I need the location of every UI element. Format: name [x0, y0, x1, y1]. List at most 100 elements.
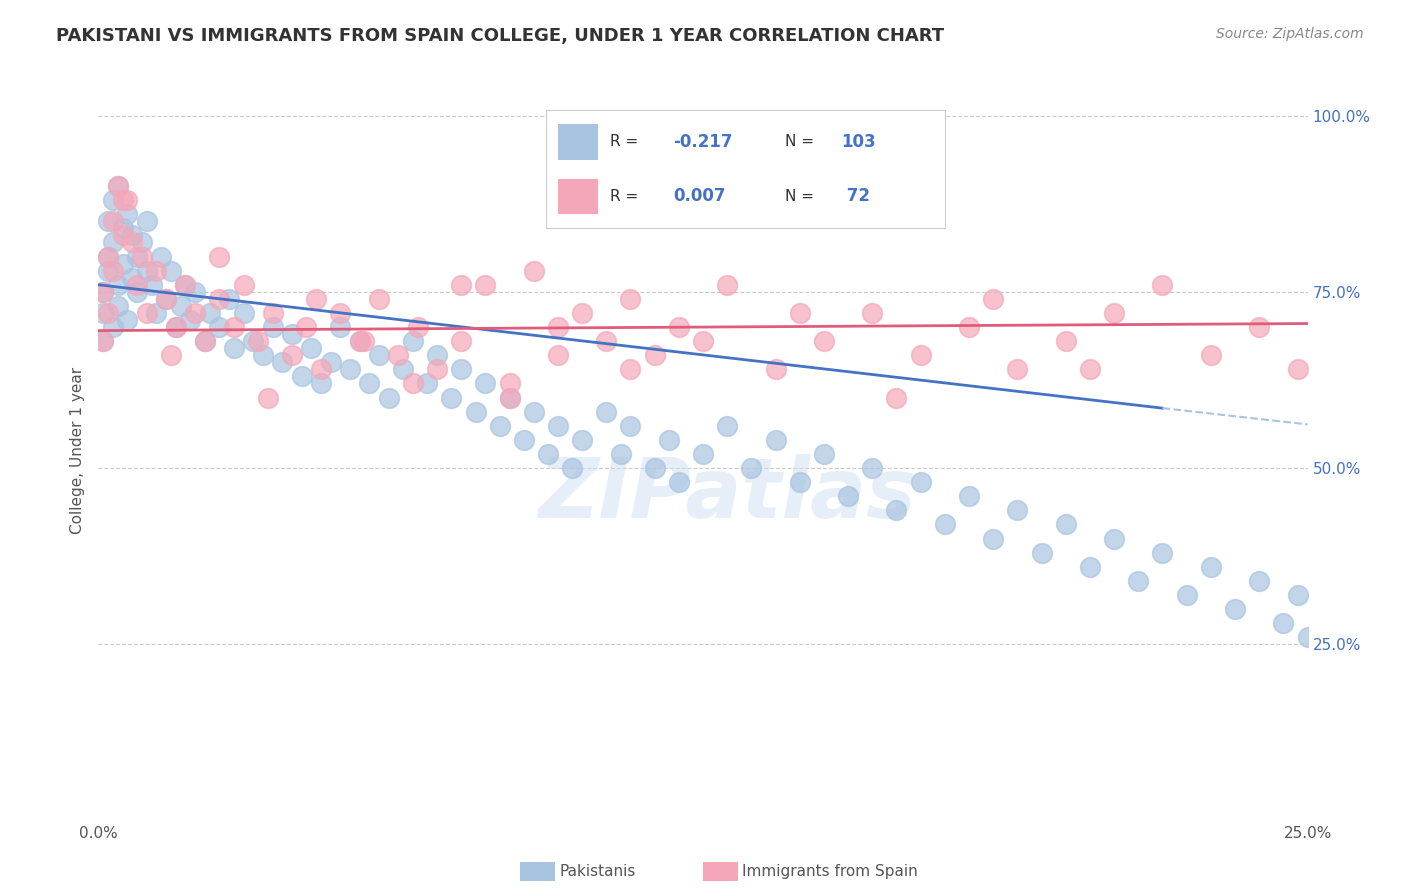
Point	[309, 376, 332, 391]
Point	[198, 306, 221, 320]
Point	[305, 292, 328, 306]
Point	[101, 235, 124, 250]
Point	[426, 362, 449, 376]
Point	[165, 320, 187, 334]
Point	[232, 306, 254, 320]
Point	[97, 214, 120, 228]
Point	[716, 418, 738, 433]
Point	[135, 263, 157, 277]
Point	[160, 263, 183, 277]
Point	[111, 257, 134, 271]
Point	[668, 320, 690, 334]
Point	[299, 341, 322, 355]
Point	[387, 348, 409, 362]
Point	[127, 277, 149, 292]
Point	[150, 250, 173, 264]
Point	[121, 235, 143, 250]
Point	[547, 348, 569, 362]
Point	[402, 334, 425, 348]
Point	[290, 369, 312, 384]
Point	[537, 447, 560, 461]
Point	[595, 334, 617, 348]
Point	[1272, 616, 1295, 631]
Point	[716, 277, 738, 292]
Point	[262, 320, 284, 334]
Point	[450, 334, 472, 348]
Point	[1175, 588, 1198, 602]
Point	[1102, 532, 1125, 546]
Point	[329, 320, 352, 334]
Point	[957, 320, 980, 334]
Point	[135, 306, 157, 320]
Point	[208, 250, 231, 264]
Point	[117, 207, 139, 221]
Point	[1249, 574, 1271, 588]
Point	[692, 447, 714, 461]
Point	[1199, 348, 1222, 362]
Point	[416, 376, 439, 391]
Point	[252, 348, 274, 362]
Point	[981, 532, 1004, 546]
Point	[837, 489, 859, 503]
Text: Source: ZipAtlas.com: Source: ZipAtlas.com	[1216, 27, 1364, 41]
Point	[309, 362, 332, 376]
Point	[107, 179, 129, 194]
Point	[349, 334, 371, 348]
Point	[450, 362, 472, 376]
Point	[981, 292, 1004, 306]
Point	[117, 313, 139, 327]
Point	[1152, 277, 1174, 292]
Point	[101, 193, 124, 207]
Point	[247, 334, 270, 348]
Text: ZIPatlas: ZIPatlas	[538, 454, 917, 535]
Point	[910, 348, 932, 362]
Point	[1078, 559, 1101, 574]
Point	[474, 277, 496, 292]
Point	[218, 292, 240, 306]
Point	[1078, 362, 1101, 376]
Point	[107, 277, 129, 292]
Point	[141, 277, 163, 292]
Point	[1128, 574, 1150, 588]
Point	[111, 193, 134, 207]
Y-axis label: College, Under 1 year: College, Under 1 year	[70, 367, 86, 534]
Point	[135, 214, 157, 228]
Point	[619, 292, 641, 306]
Point	[349, 334, 371, 348]
Point	[91, 306, 114, 320]
Point	[194, 334, 217, 348]
Point	[121, 270, 143, 285]
Point	[121, 228, 143, 243]
Point	[339, 362, 361, 376]
Point	[222, 341, 245, 355]
Point	[145, 306, 167, 320]
Point	[402, 376, 425, 391]
Point	[910, 475, 932, 490]
Point	[860, 306, 883, 320]
Point	[1102, 306, 1125, 320]
Point	[127, 285, 149, 299]
Point	[329, 306, 352, 320]
Point	[184, 285, 207, 299]
Point	[1286, 362, 1309, 376]
Point	[155, 292, 177, 306]
Point	[886, 503, 908, 517]
Point	[571, 433, 593, 447]
Point	[1054, 517, 1077, 532]
Point	[368, 292, 391, 306]
Point	[406, 320, 429, 334]
Point	[91, 285, 114, 299]
Point	[353, 334, 375, 348]
Point	[957, 489, 980, 503]
Point	[765, 433, 787, 447]
Point	[101, 263, 124, 277]
Point	[208, 292, 231, 306]
Point	[377, 391, 399, 405]
Point	[464, 405, 486, 419]
Point	[498, 391, 520, 405]
Point	[1296, 630, 1319, 644]
Point	[513, 433, 536, 447]
Point	[610, 447, 633, 461]
Point	[498, 391, 520, 405]
Point	[547, 320, 569, 334]
